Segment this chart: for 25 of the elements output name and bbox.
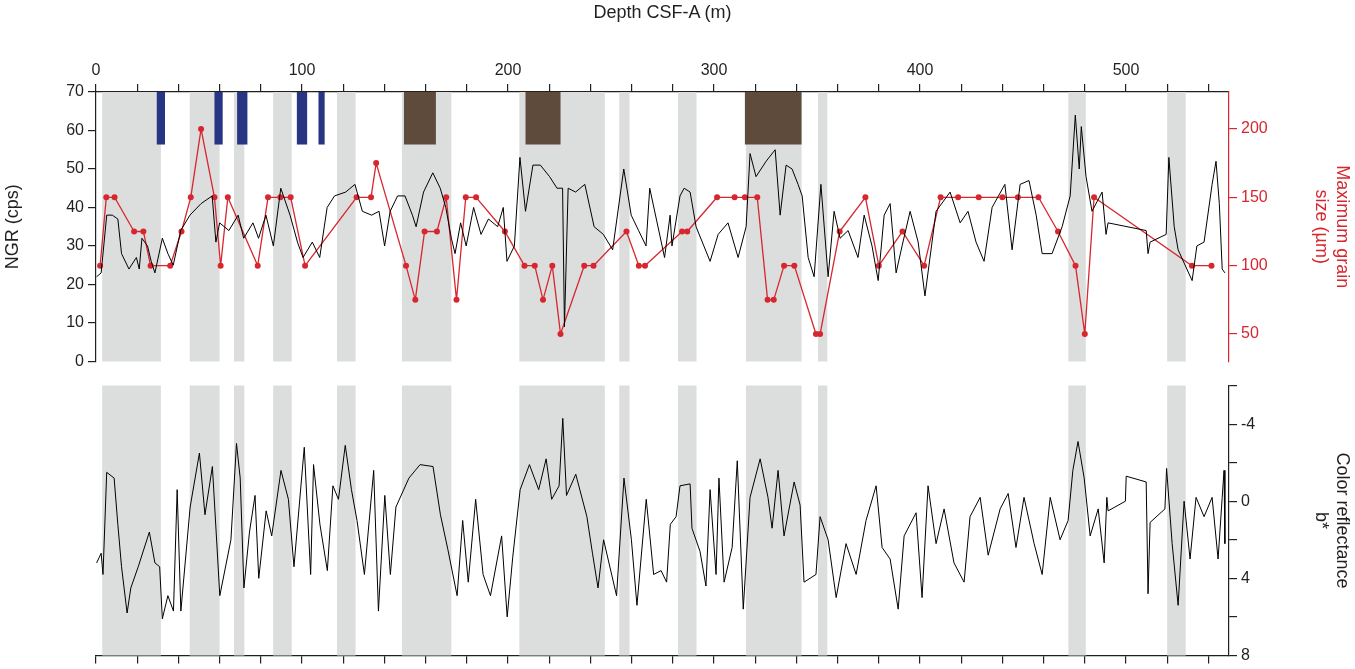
y-axis-title: Color reflectance b* bbox=[1311, 452, 1354, 589]
y2-tick-label: 200 bbox=[1241, 119, 1268, 137]
x-tick-label: 200 bbox=[494, 60, 522, 78]
y-tick-label: 0 bbox=[75, 351, 85, 369]
y-tick-label: 4 bbox=[1241, 568, 1250, 586]
y-tick-label: 20 bbox=[66, 274, 85, 292]
y-tick-label: 8 bbox=[1241, 645, 1250, 663]
x-tick-label: 500 bbox=[1112, 60, 1140, 78]
y2-axis-title: Maximum grain size (µm) bbox=[1311, 165, 1354, 289]
y-tick-label: 10 bbox=[66, 313, 85, 331]
x-tick-label: 400 bbox=[906, 60, 934, 78]
y2-tick-label: 150 bbox=[1241, 187, 1268, 205]
y-tick-label: 40 bbox=[66, 197, 85, 215]
y-axis-title: NGR (cps) bbox=[1, 184, 22, 270]
x-axis-title: Depth CSF-A (m) bbox=[593, 1, 732, 22]
x-tick-label: 300 bbox=[700, 60, 728, 78]
x-tick-label: 100 bbox=[288, 60, 316, 78]
y-tick-label: -4 bbox=[1241, 414, 1256, 432]
y-tick-label: 60 bbox=[66, 120, 85, 138]
y-tick-label: 70 bbox=[66, 82, 85, 100]
y-tick-label: 50 bbox=[66, 159, 85, 177]
y-tick-label: 30 bbox=[66, 236, 85, 254]
y2-tick-label: 100 bbox=[1241, 256, 1268, 274]
x-tick-label: 0 bbox=[91, 60, 101, 78]
y-tick-label: 0 bbox=[1241, 491, 1250, 509]
